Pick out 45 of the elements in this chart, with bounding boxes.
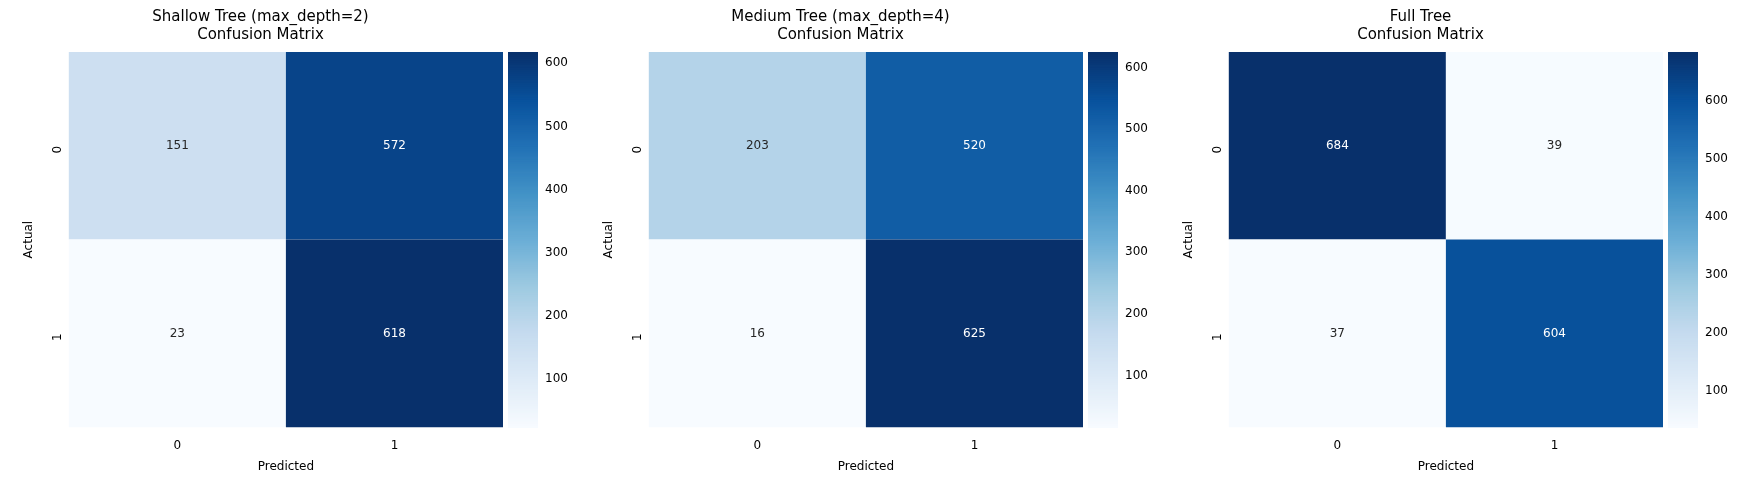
- x-tick-label: 0: [753, 437, 762, 452]
- color-bar-label: 600: [1705, 92, 1728, 107]
- color-bar-label: 500: [545, 118, 568, 133]
- data-label: 151: [165, 137, 189, 152]
- x-tick-label: 1: [970, 437, 979, 452]
- data-label: 604: [1543, 325, 1566, 340]
- color-bar-label: 100: [1705, 382, 1728, 397]
- chart-title: Medium Tree (max_depth=4) Confusion Matrix: [731, 6, 950, 43]
- color-bar-label: 400: [545, 181, 568, 196]
- data-label: 684: [1325, 137, 1349, 152]
- color-bar-label: 500: [1705, 150, 1728, 165]
- data-label: 625: [963, 325, 986, 340]
- y-axis-title: Actual: [601, 220, 616, 259]
- data-label: 203: [745, 137, 769, 152]
- x-axis-title: Predicted: [837, 458, 895, 473]
- color-bar-label: 200: [545, 307, 568, 322]
- chart-title: Full Tree Confusion Matrix: [1357, 6, 1484, 43]
- color-bar-label: 400: [1705, 208, 1728, 223]
- color-bar-label: 200: [1125, 305, 1148, 320]
- data-label: 618: [383, 325, 406, 340]
- data-label: 37: [1329, 325, 1345, 340]
- data-label: 572: [383, 137, 406, 152]
- data-label: 16: [749, 325, 765, 340]
- x-tick-label: 1: [1550, 437, 1559, 452]
- x-axis-title: Predicted: [1417, 458, 1475, 473]
- x-axis-title: Predicted: [257, 458, 315, 473]
- color-bar-label: 500: [1125, 121, 1148, 136]
- y-axis-title: Actual: [21, 220, 36, 259]
- y-axis-title: Actual: [1181, 220, 1196, 259]
- x-tick-label: 1: [390, 437, 399, 452]
- x-tick-label: 0: [1333, 437, 1342, 452]
- color-bar-label: 400: [1125, 182, 1148, 197]
- color-bar-label: 200: [1705, 324, 1728, 339]
- color-bar-label: 100: [1125, 367, 1148, 382]
- data-label: 39: [1546, 137, 1563, 152]
- data-label: 23: [169, 325, 185, 340]
- color-bar-label: 300: [1705, 266, 1728, 281]
- color-bar-label: 600: [1125, 59, 1148, 74]
- color-bar-label: 600: [545, 55, 568, 70]
- color-bar-label: 100: [545, 370, 568, 385]
- x-tick-label: 0: [173, 437, 182, 452]
- data-label: 520: [963, 137, 986, 152]
- color-bar-label: 300: [1125, 244, 1148, 259]
- chart-title: Shallow Tree (max_depth=2) Confusion Matrix: [152, 6, 369, 43]
- color-bar-label: 300: [545, 244, 568, 259]
